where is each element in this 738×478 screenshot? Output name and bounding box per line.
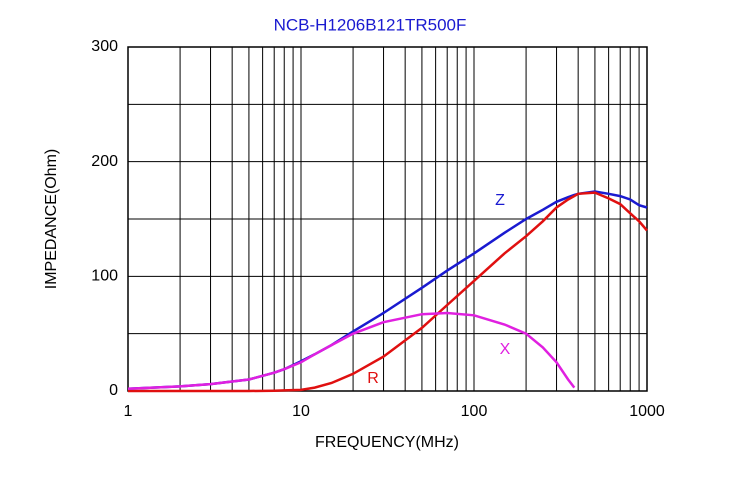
x-tick-label: 10 [292, 403, 310, 420]
series-label: Z [495, 192, 505, 209]
y-axis-label: IMPEDANCE(Ohm) [43, 149, 60, 289]
series-label: R [367, 370, 379, 387]
x-axis-label: FREQUENCY(MHz) [315, 434, 459, 451]
y-tick-label: 100 [91, 268, 118, 285]
y-tick-label: 300 [91, 38, 118, 55]
plot-frame [127, 46, 648, 392]
series-label: X [500, 341, 511, 358]
series-line [128, 191, 648, 393]
series-line [127, 190, 648, 390]
x-tick-label: 1000 [629, 403, 665, 420]
chart-title: NCB-H1206B121TR500F [274, 15, 467, 34]
y-tick-label: 200 [91, 153, 118, 170]
y-tick-label: 0 [109, 382, 118, 399]
x-tick-label: 100 [461, 403, 488, 420]
x-tick-label: 1 [124, 403, 133, 420]
series-line [127, 311, 576, 390]
